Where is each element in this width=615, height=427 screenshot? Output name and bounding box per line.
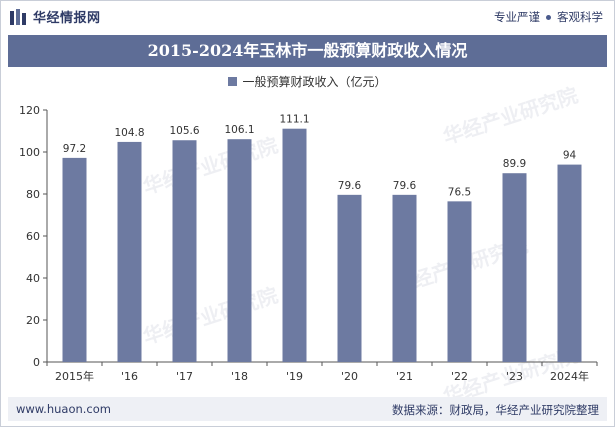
legend-swatch-icon bbox=[228, 77, 238, 86]
footer-source: 数据来源：财政局，华经产业研究院整理 bbox=[392, 403, 599, 417]
bar[interactable] bbox=[282, 128, 307, 362]
bar[interactable] bbox=[447, 201, 472, 362]
bar[interactable] bbox=[502, 173, 527, 362]
bar[interactable] bbox=[227, 139, 252, 362]
bar[interactable] bbox=[117, 141, 142, 362]
footer: www.huaon.com 数据来源：财政局，华经产业研究院整理 bbox=[8, 397, 607, 421]
bar-value-label: 89.9 bbox=[503, 158, 526, 170]
bar-value-label: 79.6 bbox=[338, 180, 362, 192]
x-tick-label: '20 bbox=[341, 370, 358, 383]
x-tick-label: '18 bbox=[231, 370, 248, 383]
y-tick-label: 120 bbox=[19, 104, 40, 117]
separator-dot-icon bbox=[546, 14, 551, 20]
bar-value-label: 79.6 bbox=[393, 180, 417, 192]
bar[interactable] bbox=[62, 157, 87, 362]
brand[interactable]: 华经情报网 bbox=[10, 7, 101, 26]
y-tick-label: 40 bbox=[26, 272, 40, 285]
tagline-left: 专业严谨 bbox=[494, 10, 540, 24]
legend-label: 一般预算财政收入（亿元） bbox=[242, 75, 387, 89]
bar-value-label: 94 bbox=[563, 150, 577, 162]
y-tick-label: 80 bbox=[26, 188, 40, 201]
bar-value-label: 111.1 bbox=[279, 114, 309, 126]
top-bar: 华经情报网 专业严谨 客观科学 bbox=[0, 0, 615, 32]
brand-logo-icon bbox=[10, 8, 26, 25]
legend[interactable]: 一般预算财政收入（亿元） bbox=[0, 73, 615, 90]
tagline-right: 客观科学 bbox=[557, 10, 603, 24]
x-tick-label: '23 bbox=[506, 370, 523, 383]
x-tick-label: '19 bbox=[286, 370, 303, 383]
bar-value-label: 97.2 bbox=[63, 143, 86, 155]
x-tick-label: '17 bbox=[176, 370, 193, 383]
y-tick-label: 20 bbox=[26, 314, 40, 327]
y-tick-label: 0 bbox=[33, 356, 40, 369]
bar[interactable] bbox=[337, 194, 362, 362]
bar[interactable] bbox=[392, 194, 417, 362]
x-tick-label: '22 bbox=[451, 370, 468, 383]
y-tick-label: 60 bbox=[26, 230, 40, 243]
y-axis: 0 20 40 60 80 100 120 bbox=[19, 104, 48, 369]
bar-labels: 97.2 104.8 105.6 106.1 111.1 79.6 79.6 76.5 89.9… bbox=[63, 114, 577, 199]
bar-value-label: 76.5 bbox=[448, 186, 471, 198]
x-tick-label: 2015年 bbox=[55, 369, 94, 383]
bar-value-label: 106.1 bbox=[224, 124, 254, 136]
x-tick-label: '21 bbox=[396, 370, 413, 383]
bars bbox=[62, 128, 582, 362]
y-tick-label: 100 bbox=[19, 146, 40, 159]
chart-title-bar: 2015-2024年玉林市一般预算财政收入情况 bbox=[8, 35, 607, 67]
footer-website-link[interactable]: www.huaon.com bbox=[16, 402, 111, 416]
x-axis: 2015年 '16 '17 '18 '19 '20 '21 '22 '23 2024年 bbox=[46, 361, 598, 383]
bar-value-label: 105.6 bbox=[169, 125, 199, 137]
bar-value-label: 104.8 bbox=[114, 127, 144, 139]
brand-name: 华经情报网 bbox=[33, 11, 101, 26]
x-tick-label: 2024年 bbox=[550, 369, 589, 383]
bar[interactable] bbox=[172, 140, 197, 362]
x-tick-label: '16 bbox=[121, 370, 138, 383]
tagline: 专业严谨 客观科学 bbox=[494, 9, 603, 25]
chart-title: 2015-2024年玉林市一般预算财政收入情况 bbox=[147, 41, 468, 60]
bar[interactable] bbox=[557, 164, 582, 362]
